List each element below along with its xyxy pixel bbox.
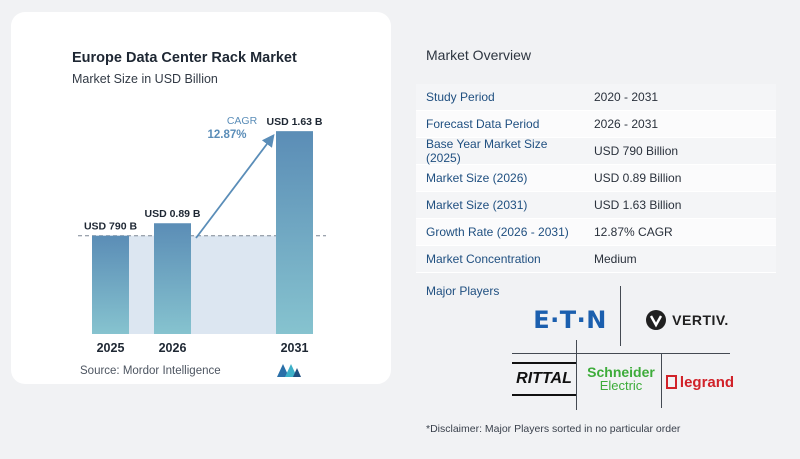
x-tick-label-2031: 2031: [281, 341, 309, 355]
rittal-logo: RITTAL: [512, 362, 576, 396]
vertiv-logo: VERTIV.: [632, 300, 742, 340]
source-text: Source: Mordor Intelligence: [80, 365, 221, 377]
legrand-logo-text: legrand: [679, 373, 735, 391]
eaton-logo: E·T·N: [533, 306, 607, 334]
overview-row: Study Period 2020 - 2031: [416, 84, 776, 111]
data-label-2031: USD 1.63 B: [266, 116, 322, 128]
logo-divider: [576, 340, 577, 410]
logo-divider: [661, 353, 662, 408]
overview-row: Base Year Market Size (2025) USD 790 Bill…: [416, 137, 776, 165]
overview-title: Market Overview: [426, 47, 532, 63]
overview-label: Forecast Data Period: [426, 117, 540, 131]
overview-label: Market Size (2031): [426, 198, 528, 212]
x-tick-label-2026: 2026: [159, 341, 187, 355]
logo-divider: [512, 353, 730, 354]
cagr-arrow: [195, 133, 275, 239]
overview-value: USD 1.63 Billion: [594, 198, 682, 212]
disclaimer: *Disclaimer: Major Players sorted in no …: [426, 423, 681, 435]
overview-row: Growth Rate (2026 - 2031) 12.87% CAGR: [416, 219, 776, 246]
legrand-logo: legrand: [664, 368, 736, 396]
x-tick-label-2025: 2025: [97, 341, 125, 355]
overview-value: USD 0.89 Billion: [594, 171, 682, 185]
chart-subtitle: Market Size in USD Billion: [72, 72, 218, 86]
overview-value: 2020 - 2031: [594, 90, 659, 104]
cagr-value: 12.87%: [207, 129, 246, 141]
overview-label: Market Concentration: [426, 252, 541, 266]
overview-value: Medium: [594, 252, 637, 266]
overview-value: 12.87% CAGR: [594, 225, 673, 239]
schneider-electric-logo: Schneider Electric: [582, 356, 660, 400]
market-size-chart: USD 790 B 2025 USD 0.89 B 2026 USD 1.63 B 203…: [78, 115, 326, 355]
bar-2031: [276, 131, 313, 334]
overview-label: Growth Rate (2026 - 2031): [426, 225, 569, 239]
overview-row: Market Size (2026) USD 0.89 Billion: [416, 165, 776, 192]
overview-row: Market Concentration Medium: [416, 246, 776, 273]
vertiv-v-icon: [646, 310, 667, 330]
chart-title: Europe Data Center Rack Market: [72, 50, 297, 66]
overview-table: Study Period 2020 - 2031 Forecast Data Per…: [416, 84, 776, 273]
overview-label: Study Period: [426, 90, 495, 104]
electric-logo-text: Electric: [599, 377, 643, 393]
data-label-2025: USD 790 B: [84, 221, 138, 233]
overview-label: Base Year Market Size (2025): [426, 137, 548, 165]
players-title: Major Players: [426, 284, 500, 298]
overview-row: Forecast Data Period 2026 - 2031: [416, 111, 776, 138]
overview-value: USD 790 Billion: [594, 144, 679, 158]
overview-label: Market Size (2026): [426, 171, 528, 185]
bar-2025: [92, 235, 129, 334]
overview-row: Market Size (2031) USD 1.63 Billion: [416, 192, 776, 219]
cagr-label: CAGR: [227, 115, 258, 127]
mordor-intelligence-logo-icon: [277, 364, 301, 377]
logo-divider: [620, 286, 621, 346]
data-label-2026: USD 0.89 B: [144, 208, 200, 220]
legrand-mark-icon: [665, 375, 677, 389]
overview-value: 2026 - 2031: [594, 117, 659, 131]
schneider-logo-text: Schneider: [587, 363, 655, 380]
bar-2026: [154, 223, 191, 334]
vertiv-logo-text: VERTIV.: [672, 312, 729, 328]
